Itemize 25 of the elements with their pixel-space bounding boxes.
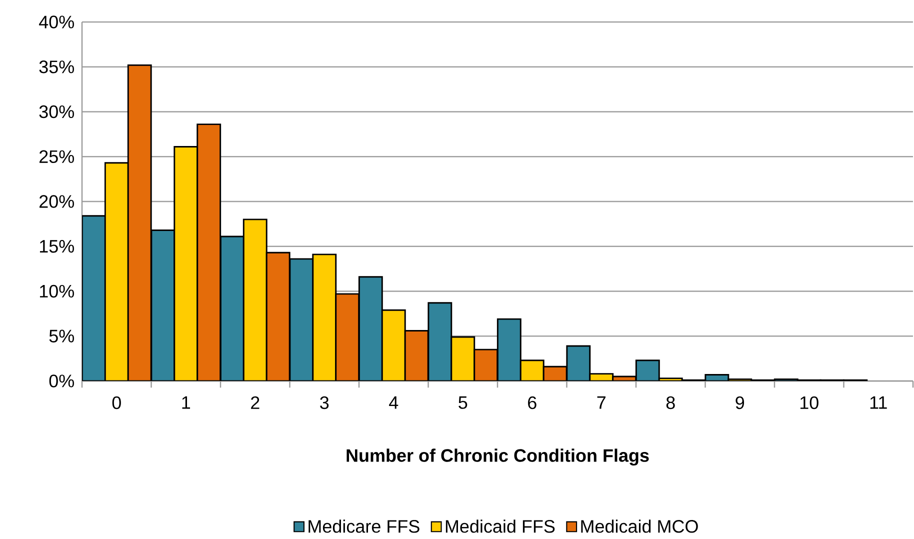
y-tick-label: 0% [49,374,74,388]
x-tick-label: 6 [528,396,536,410]
y-tick-label: 35% [39,60,74,74]
x-tick-label: 8 [666,396,675,410]
y-tick-label: 30% [39,105,74,118]
x-axis-title: Number of Chronic Condition Flags [346,448,649,466]
y-tick-label: 25% [40,150,74,163]
y-tick-label: 5% [49,330,74,342]
legend-label: Medicare FFS [308,520,420,533]
x-tick-label: 2 [251,396,260,409]
x-tick-label: 1 [182,396,190,409]
y-tick-label: 10% [40,284,74,298]
x-tick-label: 4 [389,396,398,409]
y-tick-label: 15% [40,240,74,253]
legend-label: Medicaid MCO [581,520,698,533]
y-tick-label: 40% [39,16,74,28]
x-tick-label: 3 [320,396,329,410]
x-tick-label: 11 [870,396,887,409]
x-tick-label: 9 [736,396,744,410]
x-tick-label: 5 [458,396,468,409]
x-tick-label: 10 [800,396,818,410]
x-tick-label: 7 [597,396,606,409]
x-tick-label: 0 [112,396,121,410]
y-tick-label: 20% [40,195,74,208]
legend-label: Medicaid FFS [446,520,555,533]
